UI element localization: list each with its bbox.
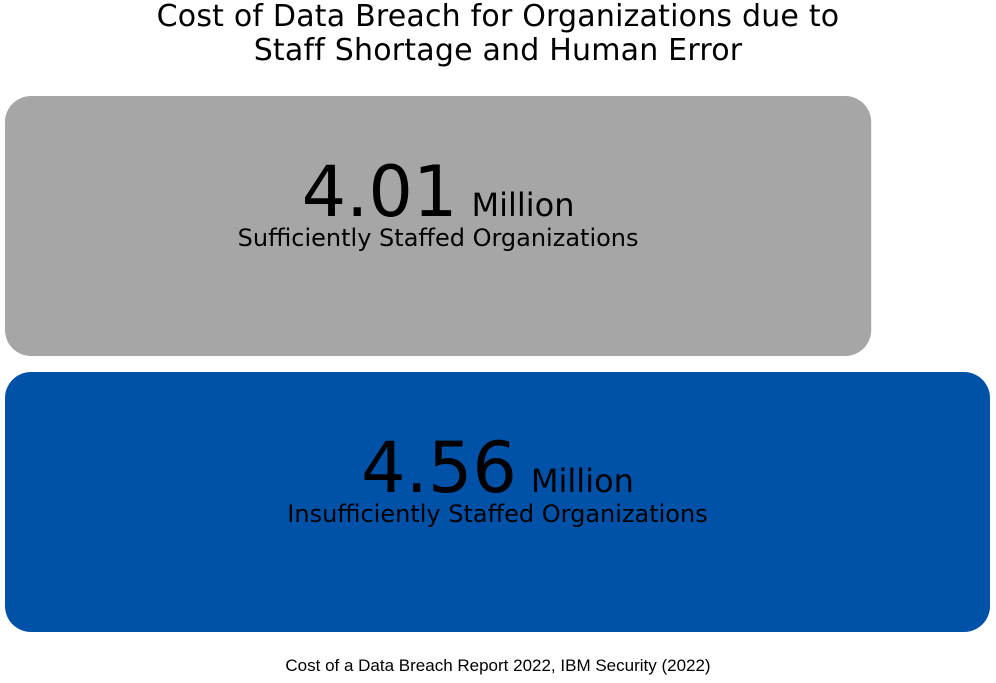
data-label-sufficient: 4.01 Million [302,151,575,233]
source-citation: Cost of a Data Breach Report 2022, IBM S… [285,656,711,675]
data-label-unit-sufficient: Million [472,186,575,224]
data-label-value-insufficient: 4.56 [361,427,517,509]
data-label-unit-insufficient: Million [531,462,634,500]
data-label-value-sufficient: 4.01 [302,151,458,233]
chart-title-line-1: Cost of Data Breach for Organizations du… [156,0,840,34]
data-label-insufficient: 4.56 Million [361,427,634,509]
bar-sufficient [5,96,872,356]
bar-insufficient [5,372,990,632]
category-label-insufficient: Insufficiently Staffed Organizations [287,500,707,528]
category-label-sufficient: Sufficiently Staffed Organizations [238,224,639,252]
chart-title: Cost of Data Breach for Organizations du… [0,0,996,68]
chart-title-line-2: Staff Shortage and Human Error [253,33,743,68]
